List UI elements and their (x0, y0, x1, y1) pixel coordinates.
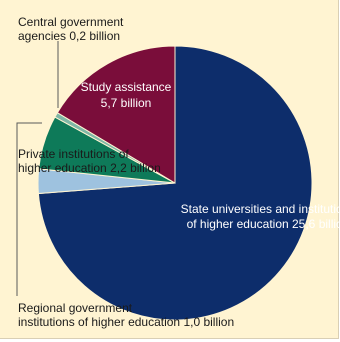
leader-line (16, 122, 42, 296)
slice-label-line: agencies 0,2 billion (18, 29, 120, 43)
pie-slice (56, 45, 176, 184)
slice-label-line: Private institutions of (18, 147, 129, 161)
slice-label-line: higher education 2,2 billion (18, 161, 161, 175)
slice-label-line: of higher education 25,6 billion (187, 217, 340, 231)
slice-label-line: Regional government (18, 301, 133, 315)
slice-label-line: 5,7 billion (101, 96, 152, 110)
slice-label-line: State universities and institutions (181, 202, 340, 216)
slice-label: Central government agencies 0,2 billion (18, 15, 124, 43)
slice-label: State universities and institutions of hi… (181, 202, 340, 231)
slice-label: Regional government institutions of highe… (18, 301, 234, 329)
slice-label-line: Central government (18, 15, 124, 29)
slice-label: Private institutions of higher education … (18, 147, 161, 175)
slice-label: Study assistance 5,7 billion (81, 80, 172, 110)
slice-label-line: institutions of higher education 1,0 bil… (18, 315, 234, 329)
slice-label-line: Study assistance (81, 80, 172, 94)
